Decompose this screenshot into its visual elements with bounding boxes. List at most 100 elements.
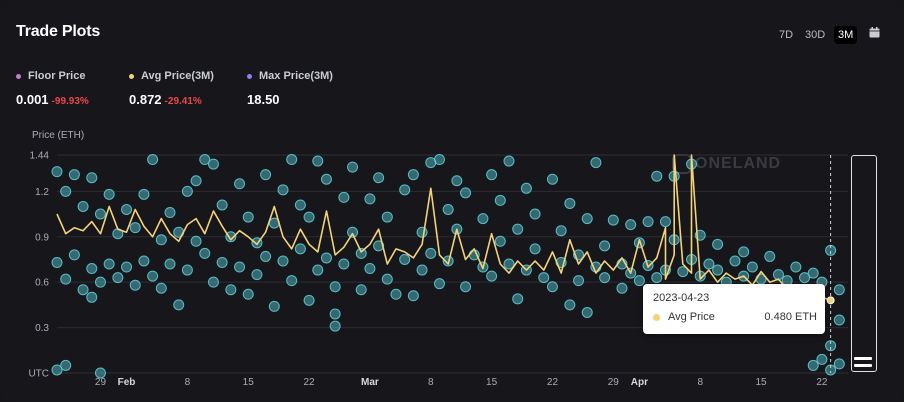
- trade-point: [277, 255, 289, 267]
- trade-point: [303, 211, 315, 223]
- trade-point: [121, 261, 133, 273]
- trade-point: [512, 293, 524, 305]
- trade-point: [216, 199, 228, 211]
- trade-point: [746, 261, 758, 273]
- trade-point: [373, 172, 385, 184]
- trade-point: [294, 199, 306, 211]
- trade-point: [129, 279, 141, 291]
- trade-point: [399, 184, 411, 196]
- trade-point: [77, 200, 89, 212]
- trade-point: [138, 255, 150, 267]
- trade-point: [173, 299, 185, 311]
- trade-point: [147, 154, 159, 166]
- range-brush[interactable]: [851, 155, 877, 372]
- y-tick-label: 0.3: [35, 323, 49, 334]
- trade-point: [433, 278, 445, 290]
- trade-point: [320, 252, 332, 264]
- avg-price-label: Avg Price(3M): [141, 70, 214, 82]
- trade-point: [329, 308, 341, 320]
- trade-point: [164, 207, 176, 219]
- trade-point: [286, 154, 298, 166]
- trade-point: [234, 261, 246, 273]
- brush-handle-top[interactable]: [854, 357, 872, 360]
- y-tick-label: 1.2: [35, 187, 49, 198]
- trade-point: [251, 269, 263, 281]
- x-tick-label: 29: [608, 377, 620, 388]
- trade-point: [155, 282, 167, 294]
- trade-point: [199, 247, 211, 259]
- x-tick-label: 22: [547, 377, 559, 388]
- trade-point: [416, 264, 428, 276]
- trade-point: [494, 194, 506, 206]
- trade-point: [503, 258, 515, 270]
- trade-point: [303, 294, 315, 306]
- stat-floor-price: Floor Price 0.001 -99.93%: [16, 70, 89, 107]
- tooltip-date: 2023-04-23: [653, 292, 710, 304]
- trade-point: [320, 173, 332, 185]
- trade-point: [207, 158, 219, 170]
- range-30d-button[interactable]: 30D: [805, 29, 826, 41]
- brush-handle-bottom[interactable]: [854, 364, 872, 367]
- trade-point: [764, 250, 776, 262]
- tooltip-series-name: Avg Price: [668, 311, 715, 323]
- chart-tooltip: 2023-04-23 Avg Price 0.480 ETH: [643, 284, 825, 334]
- floor-price-change: -99.93%: [51, 96, 89, 107]
- trade-point: [807, 267, 819, 279]
- trade-point: [599, 240, 611, 252]
- trade-point: [642, 216, 654, 228]
- trade-point: [207, 276, 219, 288]
- trade-point: [738, 246, 750, 258]
- trade-point: [573, 275, 585, 287]
- x-tick-label: 15: [486, 377, 498, 388]
- trade-point: [260, 250, 272, 262]
- trade-point: [651, 272, 663, 284]
- trade-point: [312, 155, 324, 167]
- watermark-text: ONELAND: [695, 155, 782, 172]
- trade-point: [833, 314, 845, 326]
- trade-point: [607, 214, 619, 226]
- floor-price-dot: [16, 73, 21, 79]
- trade-point: [529, 208, 541, 220]
- trade-point: [329, 281, 341, 293]
- trade-point: [416, 226, 428, 238]
- avg-price-value: 0.872: [129, 92, 162, 107]
- trade-point: [460, 281, 472, 293]
- range-7d-button[interactable]: 7D: [779, 29, 794, 41]
- trade-point: [799, 272, 811, 284]
- trade-point: [94, 367, 106, 379]
- trade-point: [460, 187, 472, 199]
- range-3m-button[interactable]: 3M: [834, 26, 858, 44]
- trade-point: [103, 258, 115, 270]
- x-tick-label: 15: [243, 377, 255, 388]
- trade-point: [60, 185, 72, 197]
- calendar-icon[interactable]: [869, 27, 880, 38]
- trade-point: [121, 204, 133, 215]
- trade-point: [451, 175, 463, 187]
- trade-point: [433, 154, 445, 166]
- trade-point: [103, 188, 115, 200]
- trade-point: [486, 270, 498, 282]
- trade-point: [555, 225, 567, 237]
- x-tick-label: 22: [816, 377, 828, 388]
- trade-point: [407, 169, 419, 181]
- trade-point: [86, 291, 98, 303]
- trade-point: [94, 276, 106, 288]
- floor-price-label: Floor Price: [28, 70, 86, 82]
- trade-point: [816, 353, 828, 365]
- trade-point: [155, 234, 167, 246]
- x-tick-label: Feb: [118, 377, 136, 388]
- trade-point: [625, 219, 637, 231]
- trade-point: [833, 284, 845, 296]
- trade-point: [790, 261, 802, 273]
- highlight-point: [826, 296, 835, 305]
- trade-point: [60, 359, 72, 371]
- trade-point: [234, 178, 246, 190]
- trade-point: [329, 320, 341, 332]
- trade-point: [477, 213, 489, 225]
- trade-point: [590, 157, 602, 169]
- floor-price-value: 0.001: [16, 92, 49, 107]
- trade-point: [712, 264, 724, 276]
- card-title: Trade Plots: [16, 23, 101, 40]
- trade-point: [633, 275, 645, 287]
